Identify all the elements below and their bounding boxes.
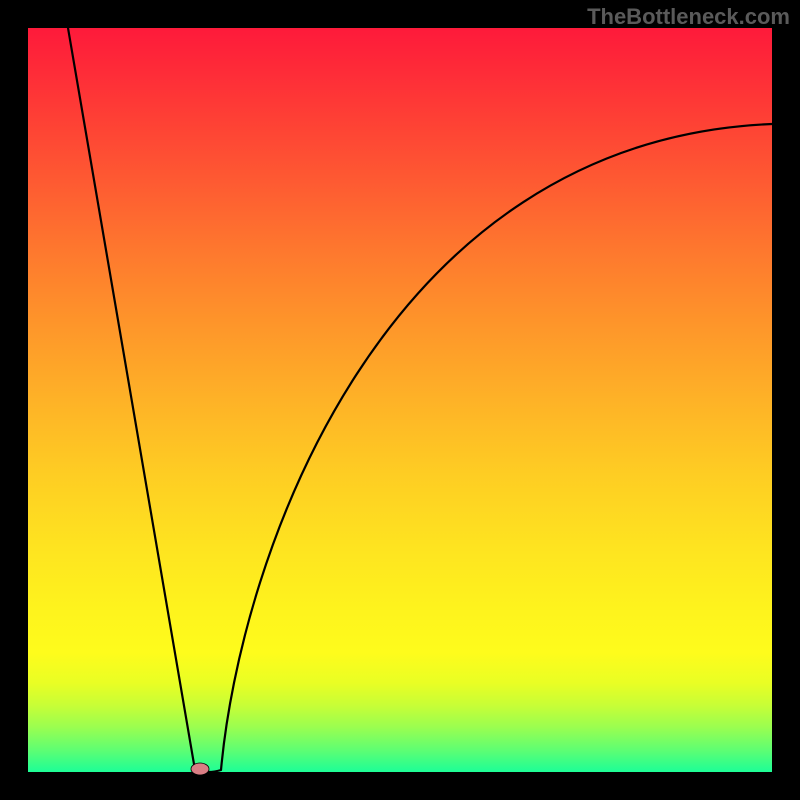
chart-container: TheBottleneck.com [0,0,800,800]
watermark-text: TheBottleneck.com [587,4,790,30]
optimal-point-marker [191,763,209,775]
bottleneck-chart [0,0,800,800]
